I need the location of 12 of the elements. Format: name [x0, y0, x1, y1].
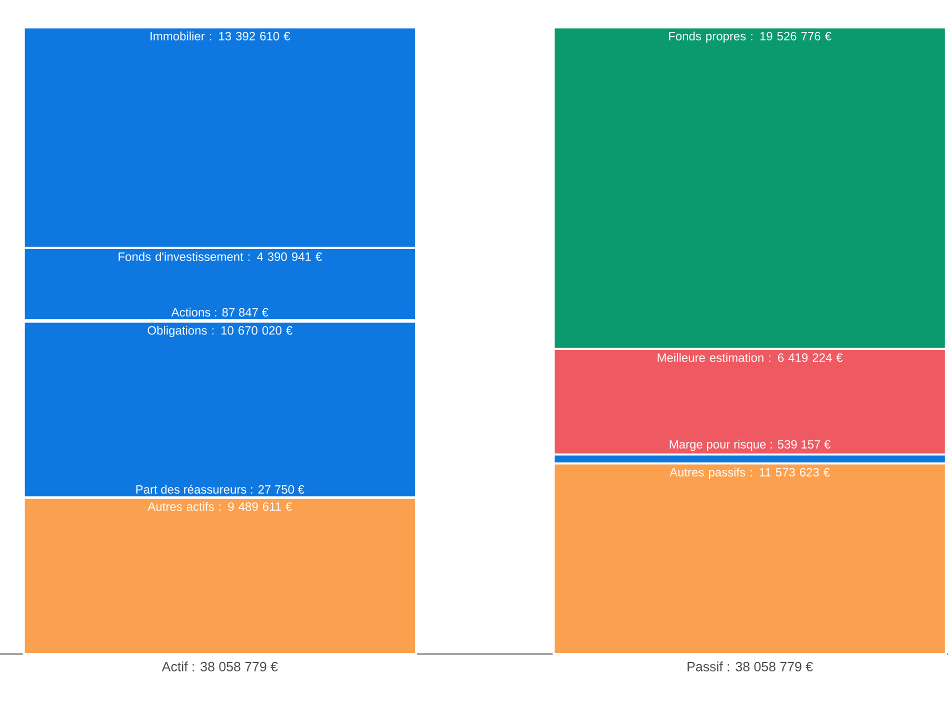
data-label: Part des réassureurs : 27 750 € [136, 484, 304, 494]
data-label: Actions : 87 847 € [171, 308, 268, 317]
x-tick-label: Actif : 38 058 779 € [162, 662, 278, 672]
data-label: Autres passifs : 11 573 623 € [670, 468, 830, 479]
data-label: Obligations : 10 670 020 € [148, 326, 292, 338]
data-label: Immobilier : 13 392 610 € [150, 32, 290, 40]
x-tick-label: Passif : 38 058 779 € [688, 662, 813, 672]
data-label: Fonds propres : 19 526 776 € [669, 32, 832, 43]
data-label: Marge pour risque : 539 157 € [670, 440, 831, 451]
data-label: Autres actifs : 9 489 611 € [148, 502, 292, 511]
data-label: Meilleure estimation : 6 419 224 € [658, 353, 843, 362]
data-label: Fonds d'investissement : 4 390 941 € [118, 252, 322, 261]
